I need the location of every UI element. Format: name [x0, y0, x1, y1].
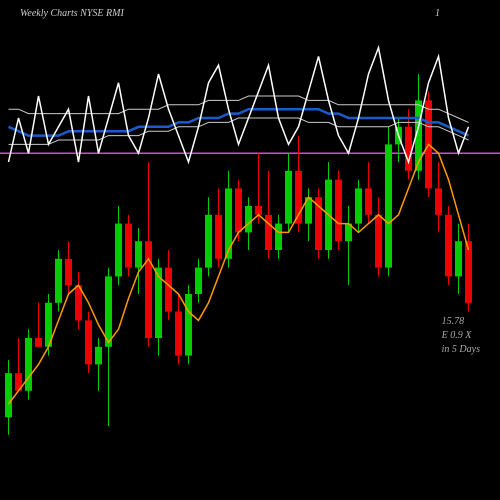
chart-title-left: Weekly Charts NYSE RMI	[20, 8, 124, 19]
info-panel: 15.78 E 0.9 X in 5 Days	[442, 315, 480, 357]
chart-svg	[0, 0, 500, 500]
candlestick-chart	[0, 0, 500, 500]
chart-title-right: 1	[435, 8, 440, 19]
info-price: 15.78	[442, 315, 480, 329]
info-metric: E 0.9 X	[442, 329, 480, 343]
info-duration: in 5 Days	[442, 343, 480, 357]
